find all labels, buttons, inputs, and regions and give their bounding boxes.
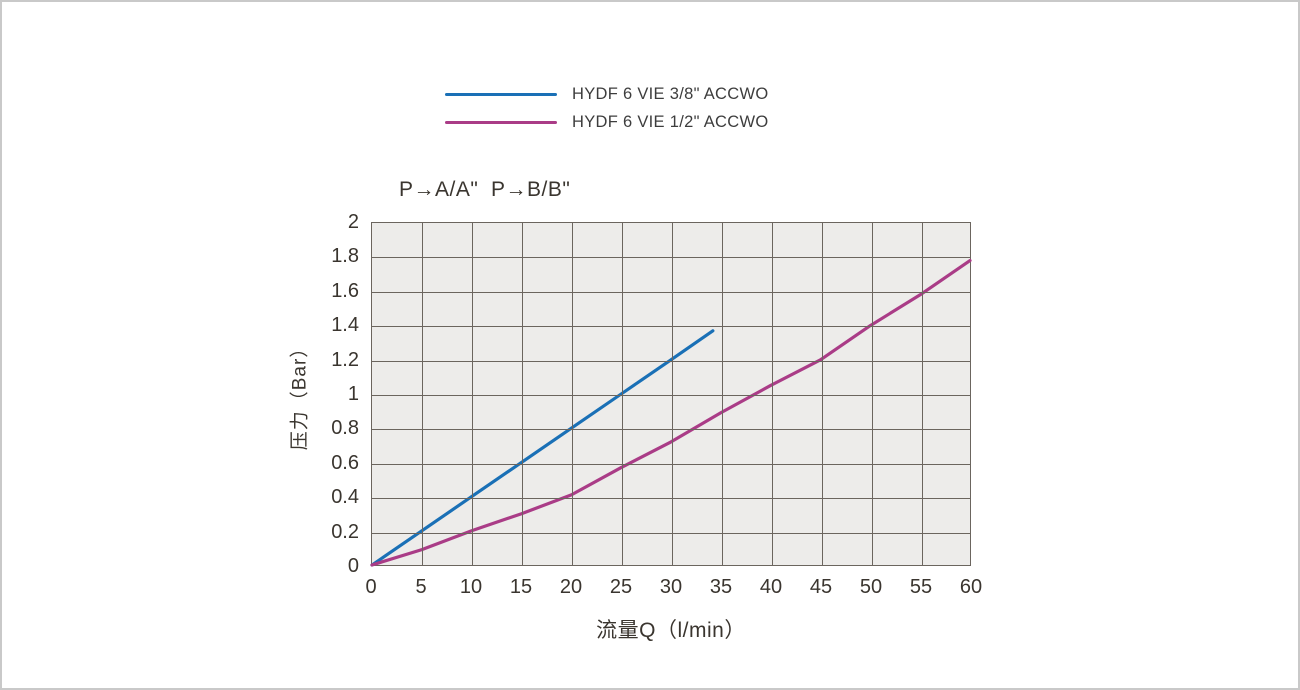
- legend-item: HYDF 6 VIE 1/2" ACCWO: [445, 113, 768, 132]
- gridline-vertical: [522, 223, 523, 565]
- x-tick-label: 50: [859, 576, 883, 598]
- legend-line-swatch-blue: [445, 92, 557, 97]
- x-tick-label: 15: [509, 576, 533, 598]
- y-tick-label: 0: [347, 555, 359, 577]
- y-tick-label: 1.4: [331, 314, 359, 337]
- gridline-vertical: [872, 223, 873, 565]
- legend-line-swatch-magenta: [445, 120, 557, 125]
- gridline-horizontal: [372, 395, 970, 396]
- x-axis-title: 流量Q（l/min）: [596, 619, 746, 642]
- gridline-vertical: [822, 223, 823, 565]
- y-tick-label: 0.8: [331, 417, 359, 440]
- gridline-vertical: [772, 223, 773, 565]
- gridline-vertical: [472, 223, 473, 565]
- gridline-vertical: [922, 223, 923, 565]
- gridline-horizontal: [372, 326, 970, 328]
- y-tick-label: 2: [347, 211, 359, 233]
- plot-area: [370, 222, 972, 567]
- gridline-horizontal: [372, 463, 970, 465]
- y-tick-label: 0.6: [331, 451, 359, 474]
- legend-label: HYDF 6 VIE 1/2" ACCWO: [572, 113, 769, 131]
- x-tick-label: 30: [659, 576, 683, 598]
- plot-lines: [370, 258, 972, 567]
- legend-label: HYDF 6 VIE 3/8" ACCWO: [572, 85, 769, 103]
- gridline-vertical: [572, 223, 573, 565]
- gridline-horizontal: [372, 360, 970, 362]
- gridline-horizontal: [372, 498, 970, 500]
- y-tick-label: 1.8: [331, 245, 359, 268]
- y-tick-label: 0.2: [331, 520, 359, 543]
- y-tick-label: 1: [347, 383, 359, 405]
- x-tick-label: 45: [809, 576, 833, 598]
- x-tick-label: 10: [459, 576, 483, 598]
- x-tick-label: 25: [609, 576, 633, 598]
- x-tick-label: 20: [559, 576, 583, 598]
- gridline-horizontal: [372, 429, 970, 431]
- x-tick-label: 5: [415, 576, 427, 598]
- legend-item: HYDF 6 VIE 3/8" ACCWO: [445, 85, 768, 104]
- gridline-vertical: [722, 223, 723, 565]
- y-tick-label: 1.2: [331, 348, 359, 371]
- y-tick-label: 0.4: [331, 486, 359, 509]
- chart-title: P→A/A" P→B/B": [399, 178, 571, 201]
- x-tick-label: 0: [365, 576, 377, 598]
- gridline-vertical: [422, 223, 423, 565]
- x-tick-label: 35: [709, 576, 733, 598]
- series-line: [370, 329, 715, 567]
- gridline-horizontal: [372, 532, 970, 534]
- x-tick-label: 55: [909, 576, 933, 598]
- x-tick-label: 60: [959, 576, 983, 598]
- x-tick-label: 40: [759, 576, 783, 598]
- series-line: [370, 258, 972, 567]
- gridline-horizontal: [372, 257, 970, 259]
- gridline-vertical: [622, 223, 623, 565]
- legend: HYDF 6 VIE 3/8" ACCWO HYDF 6 VIE 1/2" AC…: [445, 85, 768, 132]
- gridline-vertical: [672, 223, 673, 565]
- gridline-horizontal: [372, 291, 970, 293]
- y-tick-label: 1.6: [331, 279, 359, 302]
